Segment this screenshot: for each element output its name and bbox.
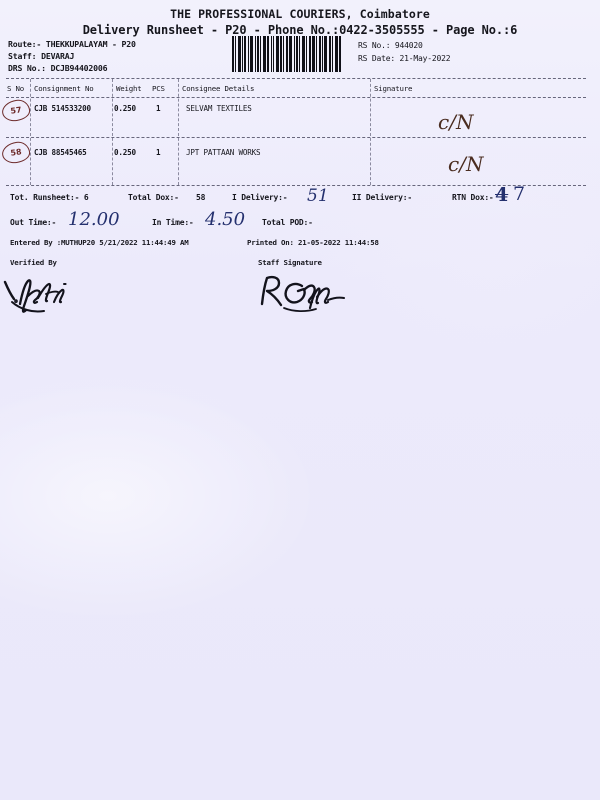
total-pod-label: Total POD:- — [262, 218, 313, 227]
rtn-dox-label: RTN Dox:- — [452, 193, 494, 202]
route-label: Route:- THEKKUPALAYAM - P20 — [8, 39, 136, 49]
table-row: JPT PATTAAN WORKS — [186, 148, 261, 157]
in-time-handwritten: 4.50 — [205, 209, 246, 230]
out-time-label: Out Time:- — [10, 218, 57, 227]
table-top-rule — [6, 78, 586, 79]
first-delivery-label: I Delivery:- — [232, 193, 288, 202]
table-row: 1 — [156, 104, 161, 113]
rs-date-label: RS Date: 21-May-2022 — [358, 54, 451, 63]
total-dox-value: 58 — [196, 193, 206, 202]
signature-mark-row-1: c/N — [438, 110, 474, 134]
column-header-consignee: Consignee Details — [182, 84, 255, 93]
table-header-rule — [6, 97, 586, 98]
total-runsheet-label: Tot. Runsheet:- 6 — [10, 193, 89, 202]
barcode — [232, 36, 356, 72]
table-row: CJB 514533200 — [34, 104, 91, 113]
sno-circled-57: 57 — [0, 98, 32, 123]
column-header-weight: Weight — [116, 84, 142, 93]
col-divider-sno — [30, 79, 31, 185]
column-header-pcs: PCS — [152, 84, 165, 93]
table-row: CJB 88545465 — [34, 148, 87, 157]
col-divider-signature — [370, 79, 371, 185]
rtn-dox-handwritten: 7 — [513, 183, 526, 205]
company-title: THE PROFESSIONAL COURIERS, Coimbatore — [170, 7, 430, 21]
first-delivery-handwritten: 51 — [307, 186, 329, 206]
rtn-dox-struck-digit: 4 — [495, 184, 509, 206]
table-bottom-rule — [6, 185, 586, 186]
signature-mark-row-2: c/N — [448, 152, 484, 176]
column-header-signature: Signature — [374, 84, 413, 93]
out-time-handwritten: 12.00 — [68, 209, 120, 230]
table-row: 0.250 — [114, 104, 136, 113]
verified-by-signature — [3, 279, 67, 313]
column-header-sno: S No — [7, 84, 24, 93]
table-row: SELVAM TEXTILES — [186, 104, 252, 113]
printed-on-label: Printed On: 21-05-2022 11:44:58 — [247, 238, 379, 247]
staff-signature-label: Staff Signature — [258, 258, 322, 267]
staff-signature — [260, 275, 345, 313]
rs-number-label: RS No.: 944020 — [358, 41, 423, 50]
staff-label: Staff: DEVARAJ — [8, 51, 75, 61]
sno-circled-58: 58 — [0, 140, 32, 165]
column-header-consignment: Consignment No — [34, 84, 94, 93]
total-dox-label: Total Dox:- — [128, 193, 179, 202]
table-row: 1 — [156, 148, 161, 157]
verified-by-label: Verified By — [10, 258, 57, 267]
second-delivery-label: II Delivery:- — [352, 193, 413, 202]
row-divider-rule — [6, 137, 586, 138]
in-time-label: In Time:- — [152, 218, 194, 227]
table-row: 0.250 — [114, 148, 136, 157]
entered-by-label: Entered By :MUTHUP20 5/21/2022 11:44:49 … — [10, 238, 189, 247]
col-divider-weight — [112, 79, 113, 185]
col-divider-consignee — [178, 79, 179, 185]
document-subtitle: Delivery Runsheet - P20 - Phone No.:0422… — [82, 23, 518, 37]
drs-number-label: DRS No.: DCJB94402006 — [8, 63, 108, 73]
